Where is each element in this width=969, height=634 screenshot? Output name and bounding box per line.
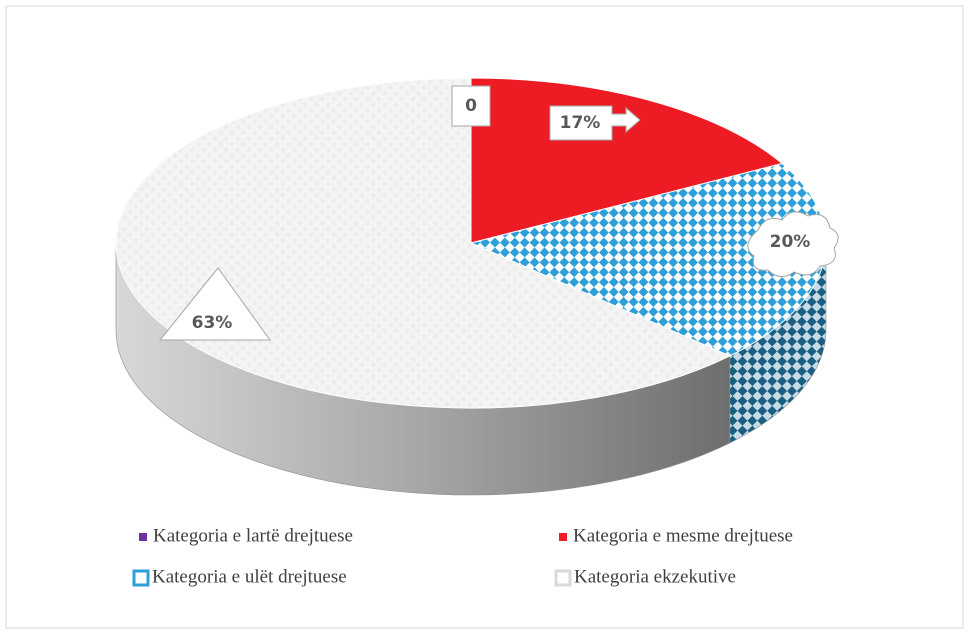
callout	[549, 105, 641, 141]
legend-swatch	[554, 569, 572, 587]
legend-label: Kategoria e lartë drejtuese	[153, 525, 353, 546]
data-label: 0	[465, 96, 477, 116]
pie	[115, 77, 827, 496]
callout	[158, 267, 271, 341]
data-label: 20%	[770, 232, 811, 252]
legend-label: Kategoria e ulët drejtuese	[152, 566, 347, 587]
data-label: 63%	[192, 313, 233, 333]
callout	[451, 85, 491, 127]
legend: Kategoria e lartë drejtuese Kategoria e m…	[132, 525, 793, 587]
legend-swatch	[559, 533, 567, 541]
slice	[115, 77, 731, 409]
legend-label: Kategoria ekzekutive	[574, 566, 736, 587]
labels: 0 17% 20% 63%	[158, 85, 839, 341]
data-label: 17%	[560, 113, 601, 133]
legend-swatch	[132, 569, 150, 587]
slice	[470, 77, 784, 244]
legend-swatch	[139, 533, 147, 541]
legend-label: Kategoria e mesme drejtuese	[573, 525, 793, 546]
callout	[747, 211, 839, 277]
